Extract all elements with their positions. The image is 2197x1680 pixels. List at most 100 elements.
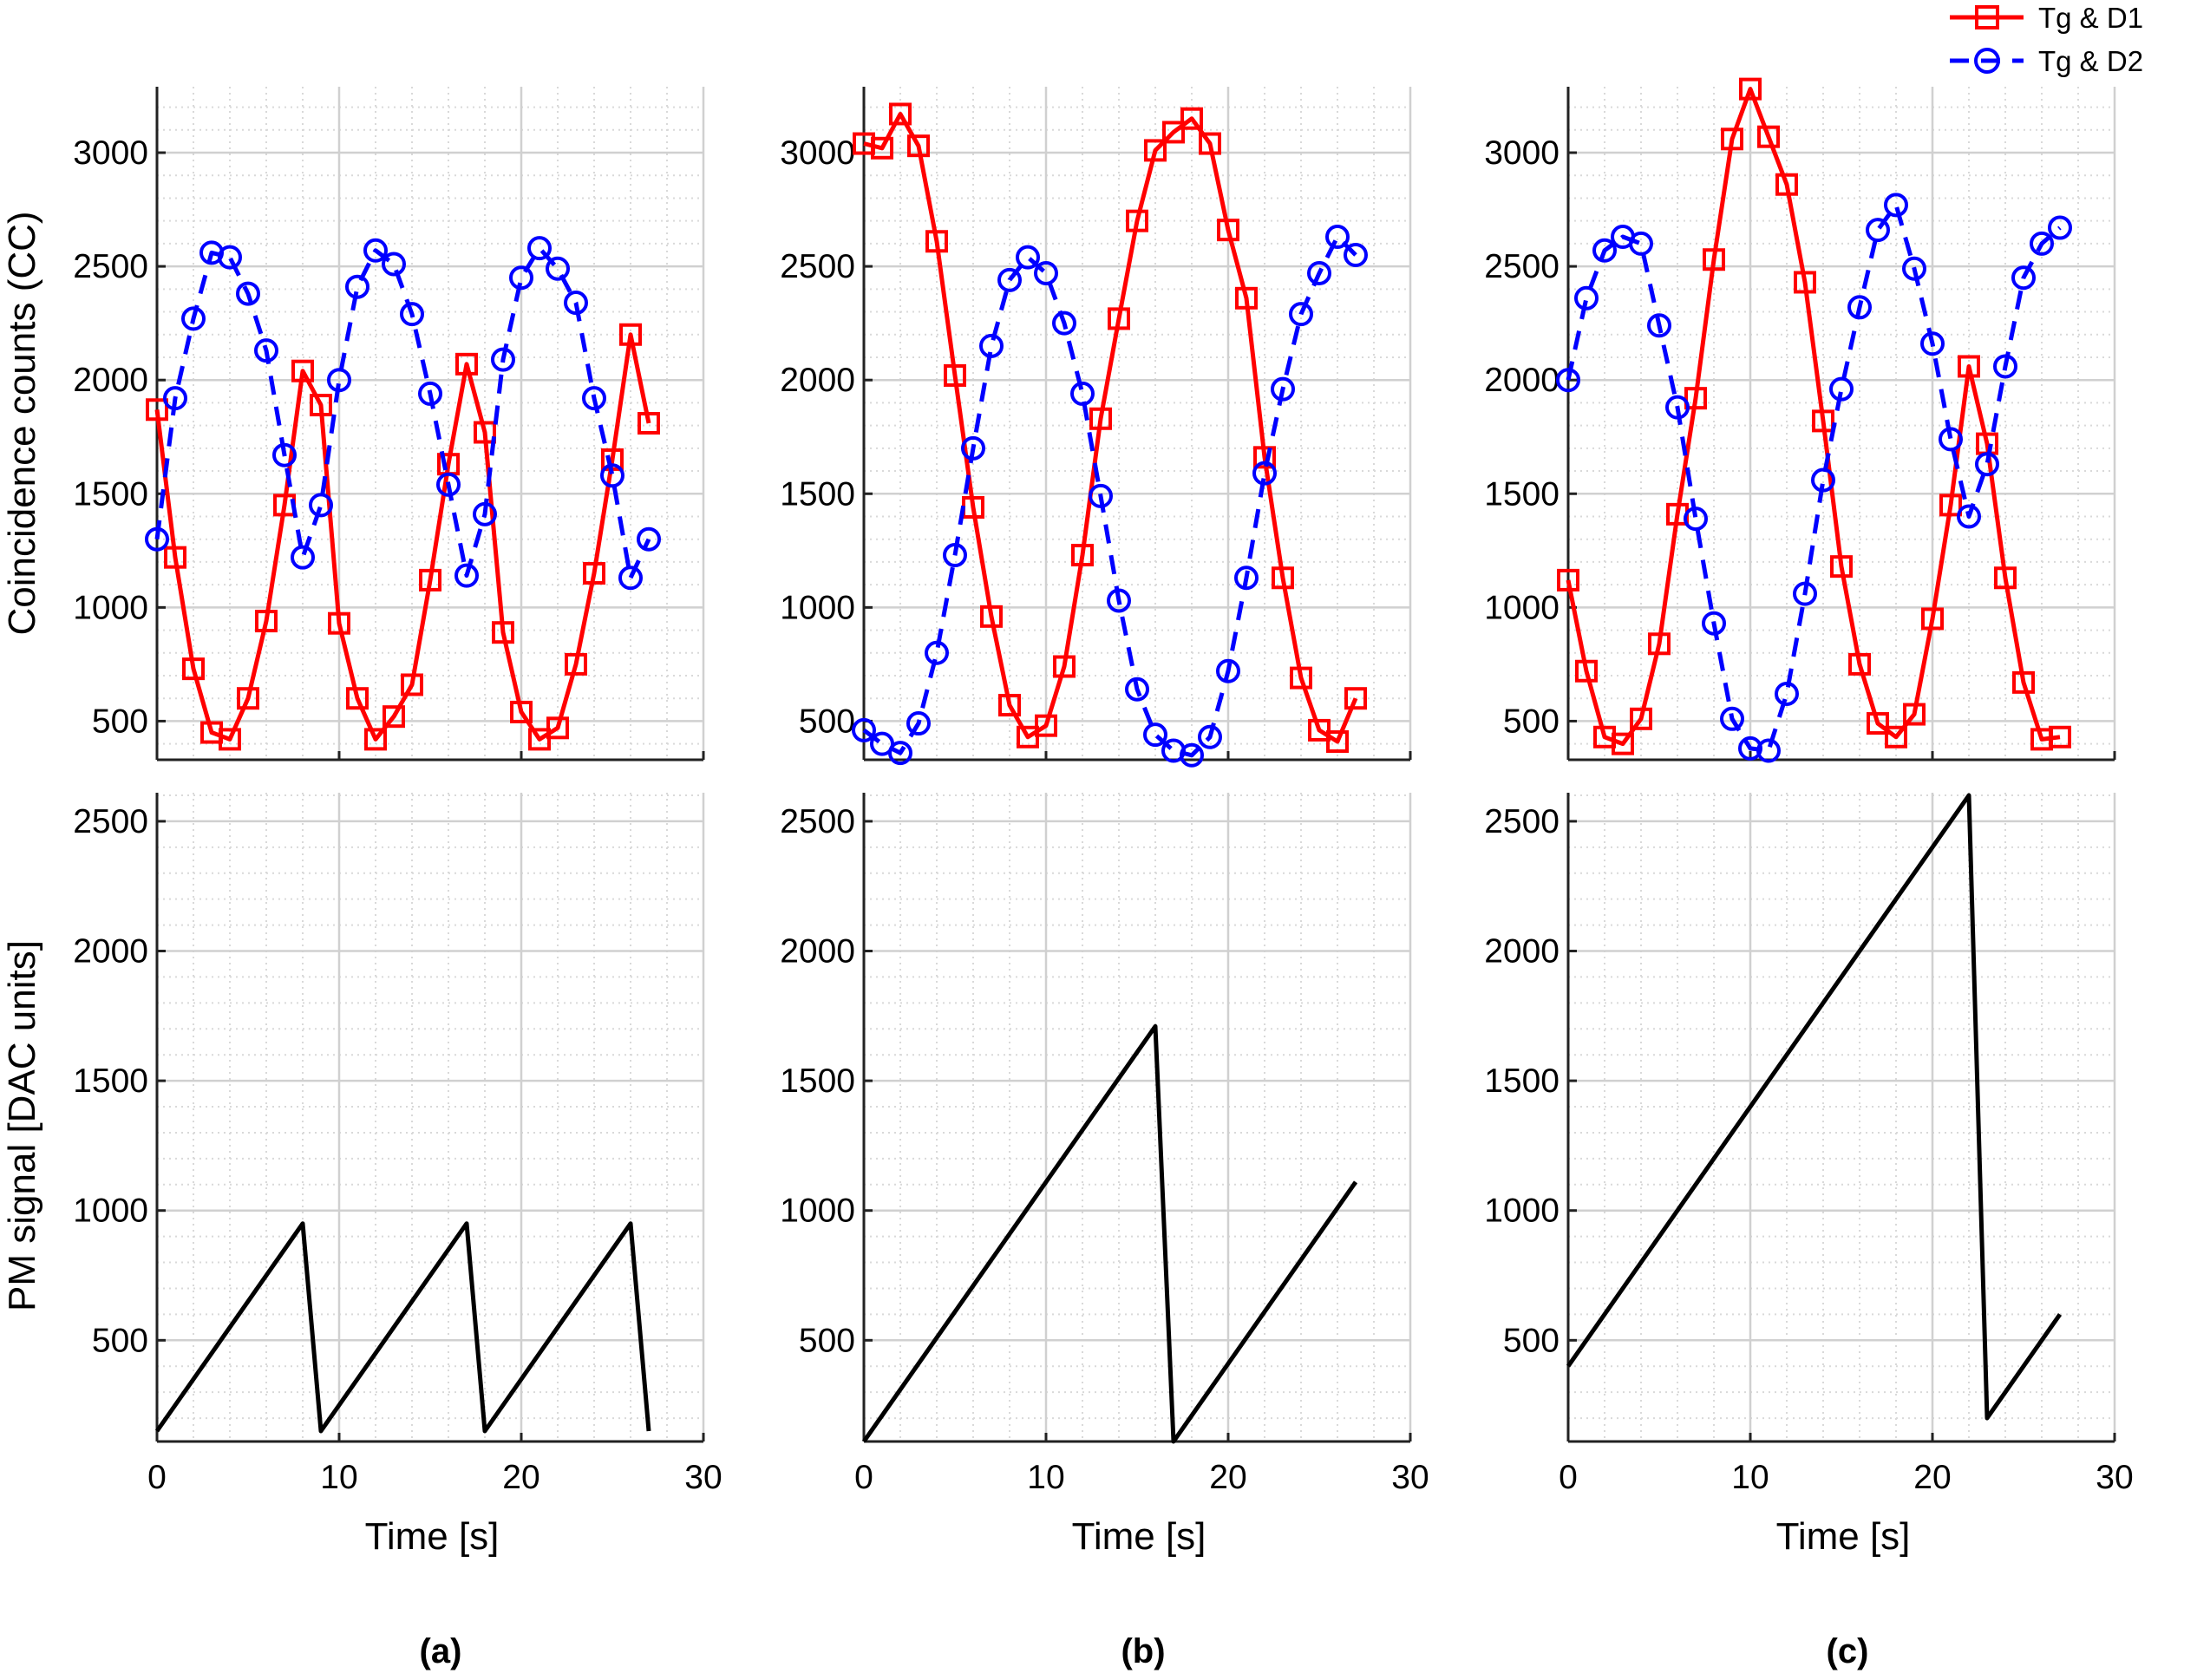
panel-b-d2-line: [862, 234, 1357, 758]
panel-c-label: (c): [1827, 1632, 1869, 1670]
panel-b-label: (b): [1121, 1632, 1165, 1670]
legend-d2-label: Tg & D2: [2038, 45, 2143, 77]
panel-a-d1-marker: [164, 546, 186, 569]
panel-a-bottom-plot: 500 1000 1500 2000 2500 0 10 20 30: [73, 793, 723, 1496]
panel-b-bottom-x-tick-label: 10: [1027, 1459, 1064, 1496]
panel-a-top-y-tick-label: 1500: [73, 475, 148, 513]
panel-b-d1-marker: [871, 136, 893, 160]
panel-c-bottom-x-tick-label: 0: [1559, 1459, 1578, 1496]
panel-b-d1-marker: [1272, 566, 1294, 590]
panel-a-d1-marker: [619, 323, 642, 346]
panel-c-d1-marker: [1939, 494, 1962, 517]
panel-b-d2-marker: [1052, 311, 1076, 336]
panel-b-d2-marker: [906, 711, 931, 736]
panel-b-d1-marker: [1017, 725, 1039, 748]
panel-a-top-y-tick-label: 500: [92, 703, 148, 740]
panel-a-d2-marker: [254, 338, 278, 363]
panel-c-d1-marker: [2012, 670, 2035, 694]
panel-c-d2-marker: [1647, 313, 1671, 338]
panel-b-d2-marker: [997, 267, 1022, 292]
panel-a-d2-marker: [564, 291, 588, 316]
panel-b-bottom-y-tick-label: 1500: [780, 1062, 855, 1100]
panel-b-d1-line: [863, 112, 1358, 744]
panel-a-d2-marker: [382, 252, 406, 277]
panel-c-d2-marker: [1738, 735, 1762, 761]
panel-c-bottom-x-tick-label: 10: [1731, 1459, 1769, 1496]
panel-a-pm-signal-line: [154, 1221, 651, 1434]
panel-c-d1-marker: [1921, 607, 1944, 631]
panel-a-bottom-x-tick-label: 30: [684, 1459, 722, 1496]
panel-c-bottom-y-tick-label: 2000: [1484, 933, 1559, 971]
panel-c-top-y-tick-label: 2000: [1484, 362, 1559, 399]
panel-b-d1-marker: [1144, 139, 1167, 162]
panel-c-d1-marker: [1703, 248, 1725, 271]
bottom-y-axis-label: PM signal [DAC units]: [1, 940, 43, 1311]
panel-c-d1-marker: [1648, 632, 1671, 656]
panel-c-bottom-x-tick-label: 30: [2096, 1459, 2133, 1496]
panel-c-d2-marker: [1957, 504, 1981, 529]
panel-b-bottom-y-tick-label: 1000: [780, 1193, 855, 1230]
panel-b-bottom-x-tick-label: 30: [1391, 1459, 1429, 1496]
panel-a-bottom-x-tick-label: 20: [502, 1459, 539, 1496]
panel-b-d1-marker: [1089, 407, 1112, 430]
panel-c-bottom-x-tick-label: 20: [1913, 1459, 1951, 1496]
panel-b-pm-signal-line: [861, 1023, 1358, 1444]
panel-a-d1-marker: [492, 621, 514, 644]
panel-a-d2-marker: [509, 265, 533, 291]
panel-c-pm-signal-line: [1566, 793, 2063, 1421]
panel-c-d2-marker: [1684, 507, 1708, 532]
panel-b-top-y-tick-label: 500: [799, 703, 855, 740]
panel-a-d2-marker: [436, 472, 461, 497]
panel-a-d1-marker: [383, 705, 405, 729]
panel-b-d1-marker: [1253, 446, 1276, 469]
panel-a-top-y-tick-label: 2000: [73, 362, 148, 399]
panel-c-d2-marker: [1702, 611, 1726, 636]
panel-c-d1-marker: [1830, 555, 1853, 579]
panel-c-x-axis-label: Time [s]: [1776, 1515, 1911, 1558]
panel-a-d2-marker: [400, 302, 424, 327]
panel-a-d2-marker: [600, 463, 624, 488]
panel-c-top-y-tick-label: 3000: [1484, 134, 1559, 172]
panel-b-d2-marker: [925, 640, 949, 665]
panel-a-d1-marker: [638, 412, 660, 435]
panel-c-bottom-y-tick-label: 1000: [1484, 1193, 1559, 1230]
panel-a-d2-marker: [236, 281, 260, 306]
panel-b-bottom-x-tick-label: 0: [854, 1459, 873, 1496]
panel-a-d2-marker: [546, 256, 570, 281]
panel-c-d1-marker: [1575, 659, 1598, 683]
panel-b-d1-marker: [998, 694, 1021, 717]
panel-a-d2-marker: [473, 501, 497, 526]
panel-c-d1-marker: [1903, 703, 1926, 726]
panel-a-bottom-y-tick-label: 2000: [73, 933, 148, 971]
panel-b-d2-marker: [1216, 658, 1240, 683]
panel-a-d1-marker: [455, 352, 478, 376]
panel-a-d1-line: [154, 332, 651, 742]
panel-a-d1-marker: [528, 728, 551, 751]
panel-a-bottom-y-tick-label: 2500: [73, 803, 148, 840]
panel-b-d1-marker: [1108, 307, 1130, 330]
panel-a-x-axis-label: Time [s]: [365, 1515, 500, 1558]
panel-a-d2-marker: [309, 493, 333, 518]
panel-b-d2-marker: [1289, 302, 1313, 327]
legend-entry-d2: Tg & D2: [1950, 45, 2143, 77]
panel-a-d2-marker: [418, 381, 442, 406]
panel-a-bottom-x-tick-label: 10: [320, 1459, 357, 1496]
panel-b-d2-marker: [1344, 243, 1368, 267]
panel-b-d1-marker: [1326, 730, 1349, 754]
panel-b-d1-marker: [1180, 107, 1203, 130]
panel-c-d2-marker: [1756, 738, 1781, 763]
panel-c-d2-marker: [1829, 376, 1854, 402]
panel-a-d1-marker: [510, 700, 533, 723]
panel-c-d2-marker: [2011, 265, 2036, 291]
panel-b-d2-marker: [1107, 588, 1131, 613]
panel-c-bottom-y-tick-label: 500: [1503, 1322, 1559, 1359]
panel-b-top-y-tick-label: 3000: [780, 134, 855, 172]
panel-a-top-plot: 500 1000 1500 2000 2500 3000: [73, 87, 705, 762]
panel-a-d1-marker: [219, 728, 241, 751]
panel-c-d2-marker: [1975, 452, 1999, 477]
panel-c-d1-marker: [1794, 271, 1816, 294]
panel-b-top-plot: 500 1000 1500 2000 2500 3000: [780, 87, 1412, 768]
panel-b-d1-marker: [1344, 687, 1367, 710]
panel-b-bottom-y-tick-label: 2000: [780, 933, 855, 971]
panel-a-top-y-tick-label: 3000: [73, 134, 148, 172]
